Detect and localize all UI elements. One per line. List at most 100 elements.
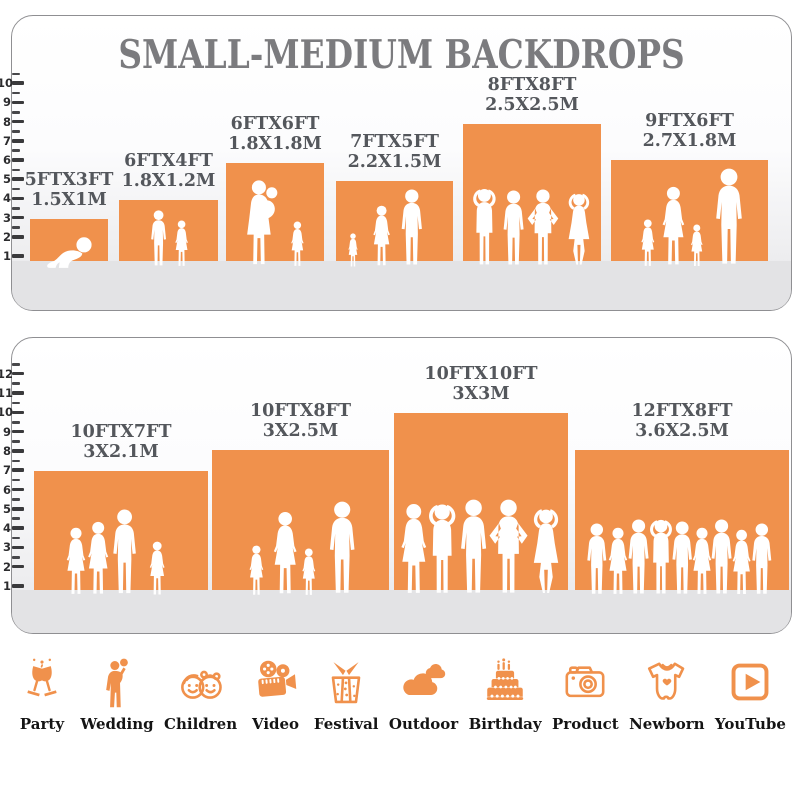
backdrop-size-label: 7FTX5FT 2.2X1.5M [348, 132, 442, 173]
ruler-number: 6 [2, 482, 11, 497]
ruler-tick-major [12, 410, 24, 415]
category-label: YouTube [714, 715, 786, 733]
size-chart-panel-small-medium: SMALL-MEDIUM BACKDROPS 10 9 8 7 6 5 4 3 2 1 5FTX3F… [0, 15, 792, 311]
ruler-mark: 6 [0, 153, 25, 167]
ruler-number: 1 [2, 579, 11, 593]
ruler-tick-minor [12, 420, 20, 424]
ruler-tick-major [12, 584, 24, 588]
person-silhouette [401, 189, 423, 265]
ruler-mark: 9 [0, 95, 25, 109]
category-wedding: Wedding [80, 656, 154, 733]
backdrop-size-label: 10FTX7FT 3X2.1M [70, 422, 171, 463]
ruler-tick-minor [12, 207, 20, 210]
ruler-mark: 12 [0, 366, 25, 381]
ruler-number: 7 [2, 133, 11, 148]
ruler-tick-minor [12, 168, 20, 172]
ruler-mark: 2 [0, 559, 25, 574]
backdrop-size-label: 9FTX6FT 2.7X1.8M [643, 111, 737, 152]
category-label: Party [19, 715, 65, 733]
person-silhouette [641, 219, 655, 266]
backdrop-size-ft: 10FTX8FT [249, 400, 352, 421]
category-newborn: Newborn [629, 656, 705, 733]
category-children: Children [164, 656, 237, 733]
ruler-mark: 1 [0, 579, 25, 593]
backdrop-size-label: 6FTX6FT 1.8X1.8M [228, 114, 322, 155]
ruler-mark: 2 [0, 230, 25, 244]
category-festival: Festival [314, 656, 378, 733]
category-label: Birthday [468, 715, 542, 733]
backdrop-rect [611, 160, 768, 261]
ruler-mark: 4 [0, 521, 25, 535]
backdrop-size-m: 1.8X1.2M [121, 171, 216, 192]
newborn-icon [647, 662, 685, 700]
baby-silhouette [46, 237, 92, 268]
backdrop-size-m: 3X2.1M [83, 442, 159, 463]
backdrop-size-m: 3.6X2.5M [635, 421, 729, 442]
person-silhouette [329, 501, 355, 593]
backdrop-size-label: 5FTX3FT 1.5X1M [25, 170, 114, 211]
person-silhouette [568, 193, 590, 265]
category-party: Party [14, 656, 70, 733]
backdrop-size-ft: 5FTX3FT [24, 169, 114, 190]
backdrop-size-ft: 6FTX6FT [230, 113, 320, 134]
outdoor-icon [402, 663, 445, 695]
party-icon [27, 658, 57, 697]
ruler-number: 1 [2, 249, 11, 263]
ruler-mark: 10 [0, 405, 25, 420]
ruler-tick-major [12, 254, 24, 258]
category-label: Newborn [629, 715, 705, 733]
ruler-number: 6 [2, 153, 11, 167]
ruler-mark: 9 [0, 425, 25, 439]
ruler-tick-minor [12, 91, 20, 95]
ruler-mark: 5 [0, 502, 25, 516]
ruler-number: 11 [0, 386, 14, 400]
ruler-mark: 7 [0, 463, 25, 477]
ruler-tick-major [12, 100, 24, 105]
ruler-tick-major [12, 391, 24, 395]
ruler-tick-major [12, 119, 24, 124]
person-silhouette [533, 509, 559, 593]
ruler-mark: 8 [0, 444, 25, 458]
person-silhouette [691, 224, 703, 267]
ruler-mark: 1 [0, 249, 25, 263]
ruler-tick-minor [12, 401, 20, 405]
festival-icon [331, 662, 361, 704]
ruler-tick-major [12, 449, 24, 453]
ruler-tick-minor [12, 149, 20, 152]
person-silhouette [472, 188, 496, 265]
person-silhouette [716, 168, 742, 264]
person-silhouette [175, 220, 189, 266]
birthday-icon [486, 658, 524, 700]
person-silhouette [348, 233, 358, 267]
ruler-number: 4 [2, 191, 11, 206]
ruler-tick-major [12, 371, 24, 376]
ruler-number: 2 [2, 559, 11, 574]
backdrop-size-ft: 9FTX6FT [645, 110, 734, 131]
backdrop-size-m: 3X2.5M [262, 421, 339, 442]
category-video: Video [248, 656, 304, 733]
ruler-number: 12 [0, 366, 14, 381]
ruler-tick-major [12, 487, 24, 492]
ruler-tick-major [12, 81, 24, 85]
person-silhouette [662, 186, 684, 265]
backdrop-size-m: 1.8X1.8M [228, 134, 322, 155]
ruler-tick-minor [12, 226, 20, 229]
category-youtube: YouTube [715, 656, 786, 733]
ruler-tick-minor [12, 187, 20, 191]
ruler-number: 10 [0, 405, 14, 420]
backdrop-size-m: 1.5X1M [31, 190, 107, 211]
backdrop-rect [226, 163, 324, 261]
ruler-tick-minor [12, 363, 20, 366]
backdrop-size-ft: 8FTX8FT [487, 74, 577, 95]
ruler-mark: 3 [0, 540, 25, 554]
person-silhouette [249, 545, 263, 595]
ruler-number: 8 [2, 114, 11, 129]
ruler-tick-major [12, 196, 24, 201]
person-silhouette [302, 548, 316, 595]
backdrop-size-ft: 7FTX5FT [350, 131, 439, 152]
backdrop-size-label: 8FTX8FT 2.5X2.5M [485, 75, 579, 116]
ruler-mark: 3 [0, 211, 25, 225]
person-silhouette [246, 180, 277, 265]
category-label: Children [164, 715, 238, 733]
ruler-mark: 11 [0, 386, 25, 400]
